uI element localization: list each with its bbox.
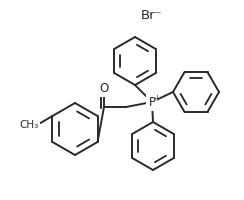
- Text: CH₃: CH₃: [19, 119, 39, 129]
- Text: O: O: [99, 82, 109, 95]
- Text: Br⁻: Br⁻: [141, 9, 162, 21]
- Text: P: P: [149, 96, 155, 109]
- Text: +: +: [153, 94, 161, 103]
